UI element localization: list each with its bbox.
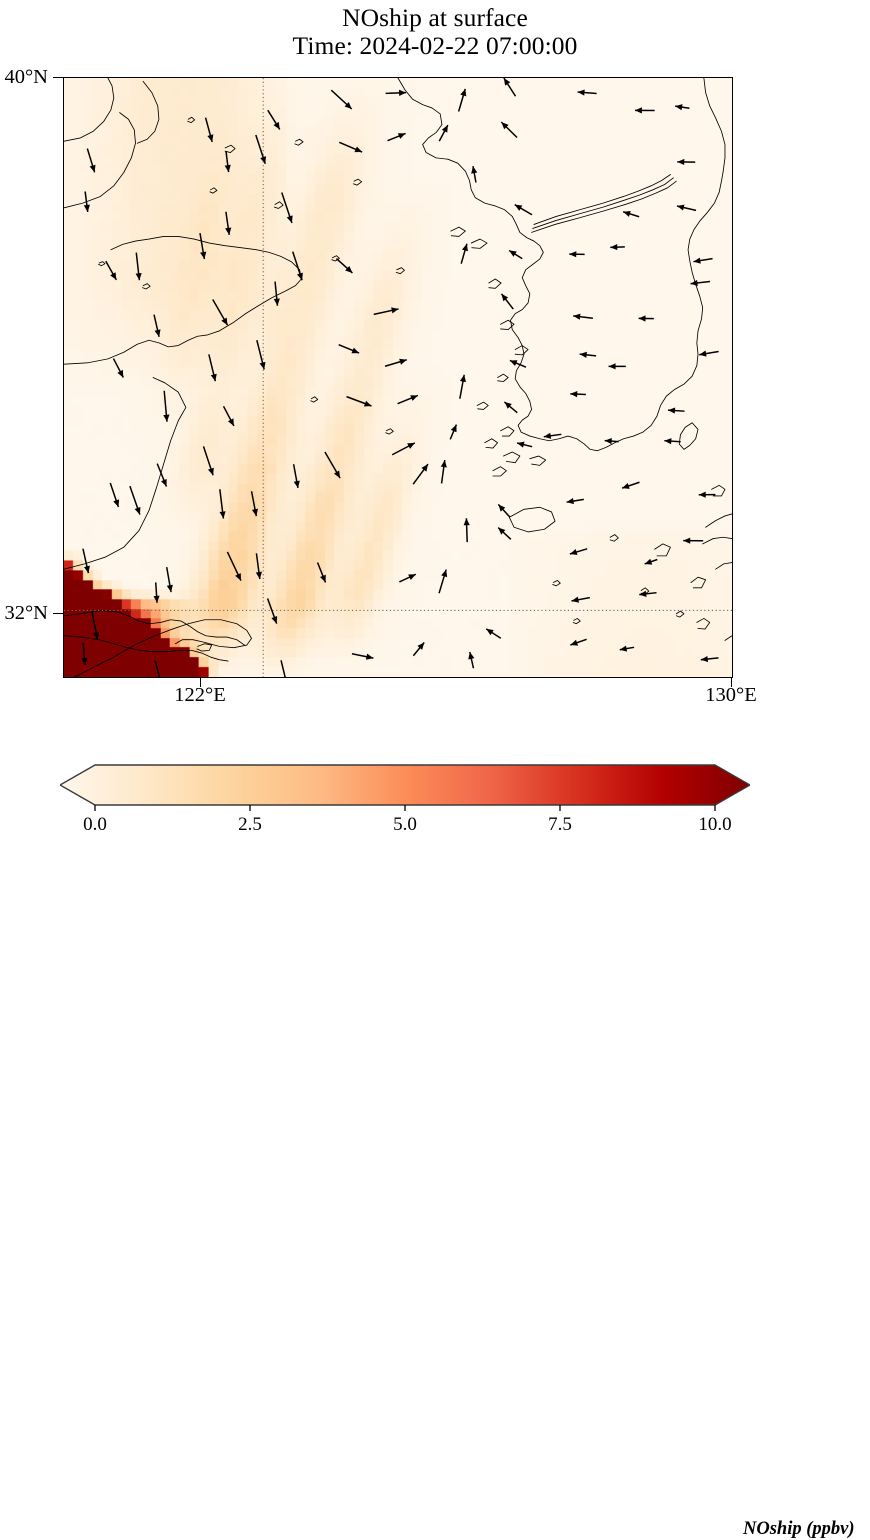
colorbar-tick-label: 7.5 bbox=[548, 814, 572, 836]
colorbar-axis-label: NOship (ppbv) bbox=[743, 1519, 855, 1540]
y-axis-tick-32N bbox=[53, 613, 63, 615]
y-axis-tick-label-32N: 32°N bbox=[0, 602, 48, 625]
figure-title: NOship at surface Time: 2024-02-22 07:00… bbox=[0, 4, 870, 59]
colorbar-tick-label: 0.0 bbox=[83, 814, 107, 836]
x-axis-tick-122E bbox=[200, 678, 202, 687]
colorbar-tickmarks bbox=[95, 805, 715, 811]
colorbar-tick-label: 5.0 bbox=[393, 814, 417, 836]
title-line-variable: NOship at surface bbox=[0, 4, 870, 32]
y-axis-tick-label-40N: 40°N bbox=[0, 66, 48, 89]
title-line-timestamp: Time: 2024-02-22 07:00:00 bbox=[0, 32, 870, 60]
colorbar-tick-label: 2.5 bbox=[238, 814, 262, 836]
x-axis-tick-label-122E: 122°E bbox=[174, 684, 225, 707]
colorbar[interactable] bbox=[60, 757, 750, 817]
noship-concentration-raster bbox=[64, 78, 732, 677]
colorbar-tick-label: 10.0 bbox=[698, 814, 731, 836]
map-plot-area[interactable] bbox=[63, 77, 733, 678]
x-axis-tick-130E bbox=[731, 678, 733, 687]
x-axis-tick-label-130E: 130°E bbox=[705, 684, 756, 707]
y-axis-tick-40N bbox=[53, 77, 63, 79]
colorbar-gradient-bar bbox=[60, 765, 750, 805]
